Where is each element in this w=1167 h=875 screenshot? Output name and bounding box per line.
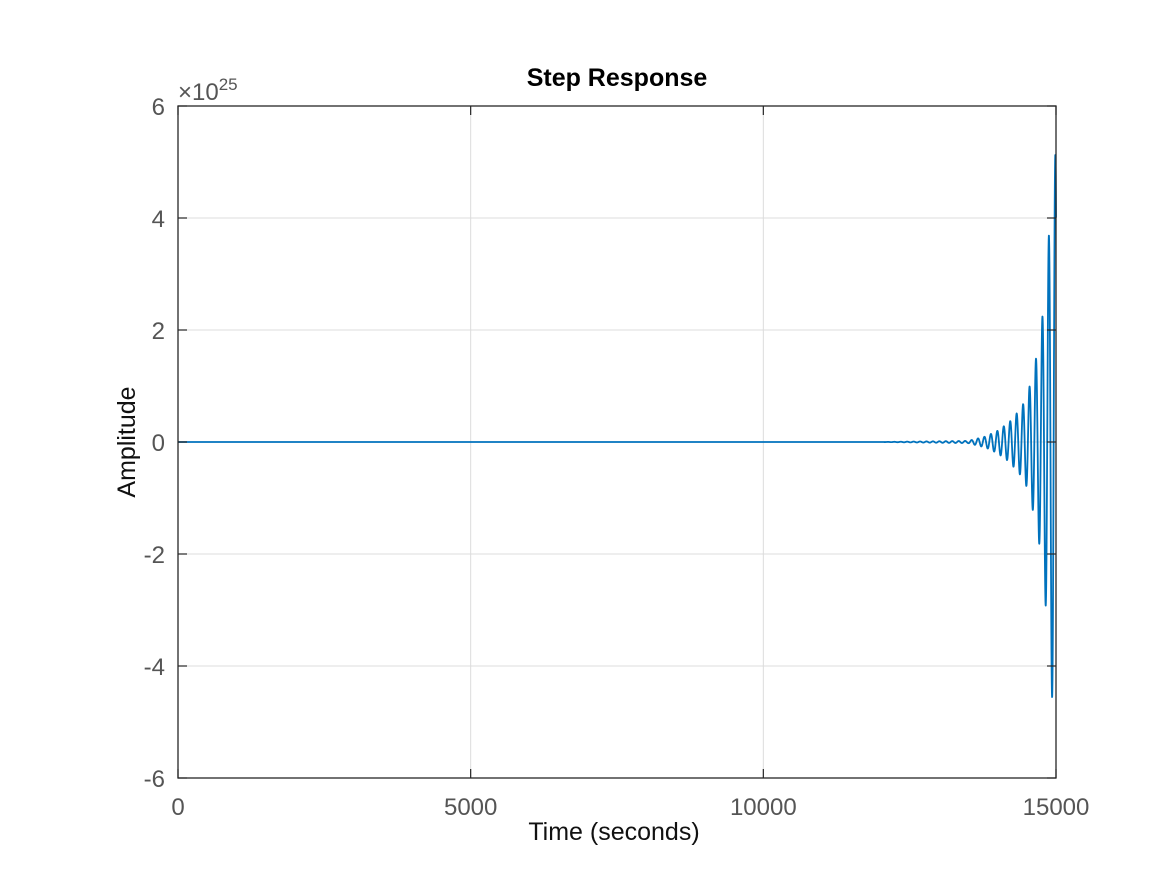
y-tick-label: -4 — [144, 654, 165, 681]
tick-marks — [177, 105, 1057, 779]
x-tick-labels: 0 5000 10000 15000 — [171, 794, 1089, 821]
x-tick-label: 5000 — [444, 794, 497, 821]
y-tick-labels: -6 -4 -2 0 2 4 6 — [144, 94, 165, 793]
y-tick-label: -6 — [144, 766, 165, 793]
y-axis-exponent-power: 25 — [219, 75, 238, 94]
x-tick-label: 0 — [171, 794, 184, 821]
x-axis-label: Time (seconds) — [528, 818, 699, 846]
y-tick-label: 2 — [152, 318, 165, 345]
x-tick-label: 10000 — [730, 794, 797, 821]
y-tick-label: 6 — [152, 94, 165, 121]
x-tick-label: 15000 — [1023, 794, 1090, 821]
y-axis-label: Amplitude — [113, 386, 141, 497]
series-group — [177, 154, 1057, 698]
y-tick-label: 0 — [152, 430, 165, 457]
y-tick-label: 4 — [152, 206, 165, 233]
y-axis-exponent-base: ×10 — [178, 79, 219, 106]
y-axis-exponent: ×1025 — [178, 75, 238, 106]
step-response-line — [177, 154, 1057, 698]
chart-title: Step Response — [527, 64, 708, 92]
y-tick-label: -2 — [144, 542, 165, 569]
